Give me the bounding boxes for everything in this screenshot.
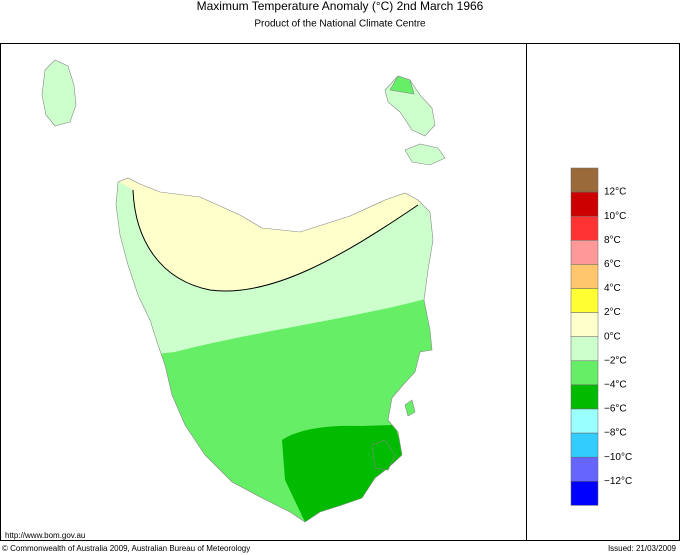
- flinders-island-north: [389, 75, 415, 95]
- coastline: [115, 177, 434, 523]
- legend-label: −12°C: [604, 476, 632, 487]
- legend-swatch: [570, 432, 599, 458]
- legend-swatch: [570, 360, 599, 386]
- legend-label: 2°C: [604, 307, 621, 318]
- legend-swatch: [570, 191, 599, 217]
- legend-swatch: [570, 336, 599, 362]
- copyright: © Commonwealth of Australia 2009, Austra…: [2, 544, 250, 553]
- legend-swatch: [570, 384, 599, 410]
- legend-label: −8°C: [604, 428, 627, 439]
- legend-swatch: [570, 240, 599, 265]
- mainland: [116, 178, 433, 522]
- king-island: [41, 59, 77, 127]
- legend-label: 10°C: [604, 211, 626, 222]
- title: Maximum Temperature Anomaly (°C) 2nd Mar…: [197, 0, 484, 13]
- legend-swatch: [570, 288, 599, 313]
- legend-label: 12°C: [604, 187, 626, 198]
- tasman-peninsula: [371, 439, 396, 471]
- legend-swatch: [570, 264, 599, 289]
- maria-island: [404, 399, 416, 417]
- subtitle: Product of the National Climate Centre: [254, 19, 426, 30]
- legend-label: 4°C: [604, 283, 621, 294]
- legend-label: −2°C: [604, 355, 627, 366]
- legend-swatch: [570, 215, 599, 241]
- cape-barren-island: [404, 143, 446, 166]
- issued-date: Issued: 21/03/2009: [608, 544, 677, 553]
- legend-swatch: [570, 312, 599, 337]
- legend: 12°C 10°C 8°C 6°C 4°C 2°C 0°C −2°C −4°C −6°C −8°C −…: [570, 167, 632, 506]
- legend-label: −6°C: [604, 404, 627, 415]
- legend-label: 6°C: [604, 259, 621, 270]
- legend-swatch: [570, 408, 599, 434]
- legend-label: −10°C: [604, 452, 632, 463]
- legend-label: 8°C: [604, 235, 621, 246]
- legend-swatch: [570, 456, 599, 482]
- legend-label: 0°C: [604, 331, 621, 342]
- source-url: http://www.bom.gov.au: [5, 531, 85, 540]
- legend-label: −4°C: [604, 380, 627, 391]
- legend-swatch: [570, 167, 599, 193]
- legend-swatch: [570, 481, 599, 506]
